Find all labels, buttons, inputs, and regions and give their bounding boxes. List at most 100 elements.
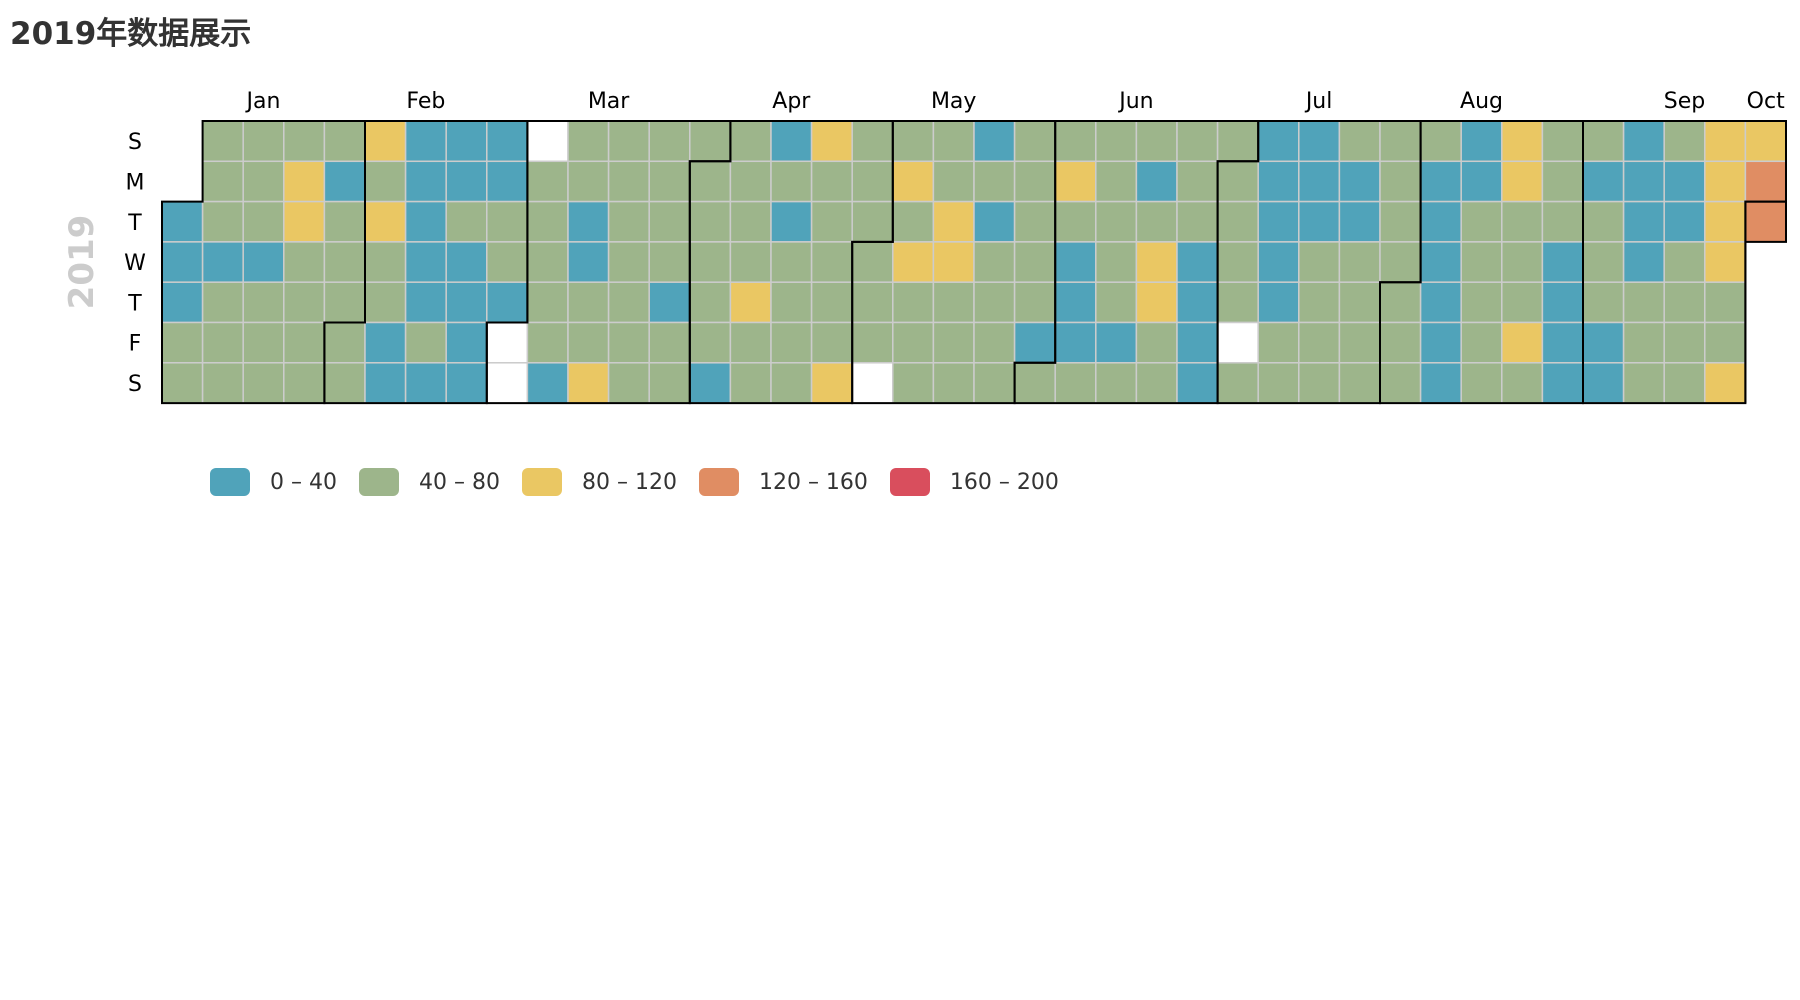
day-cell (1216, 200, 1259, 243)
day-cell (1013, 200, 1056, 243)
day-cell (486, 321, 529, 364)
day-cell (1704, 321, 1747, 364)
legend-item[interactable]: 120 – 160 (698, 468, 868, 496)
day-cell (1013, 241, 1056, 283)
day-cell (1095, 362, 1138, 404)
page-title: 2019年数据展示 (10, 16, 252, 52)
day-cell (1704, 160, 1747, 203)
day-cell (445, 281, 488, 324)
day-cell (445, 120, 488, 163)
day-cell (648, 281, 691, 324)
day-cell (201, 362, 244, 404)
day-of-week-label: S (128, 372, 142, 397)
day-cell (242, 120, 285, 163)
day-cell (932, 321, 975, 364)
day-cell (1379, 200, 1422, 243)
day-cell (973, 200, 1016, 243)
day-cell (607, 362, 650, 404)
legend-item[interactable]: 80 – 120 (521, 468, 677, 496)
day-cell (770, 321, 813, 364)
day-cell (892, 321, 935, 364)
day-cell (932, 241, 975, 283)
day-cell (1176, 362, 1219, 404)
month-label: May (931, 89, 976, 114)
day-cell (1135, 160, 1178, 203)
day-cell (1663, 200, 1706, 243)
day-cell (851, 281, 894, 324)
day-cell (729, 241, 772, 283)
day-cell (1298, 120, 1341, 163)
day-cell (486, 281, 529, 324)
day-cell (1135, 281, 1178, 324)
day-cell (1541, 120, 1584, 163)
day-cell (1379, 321, 1422, 364)
day-cell (729, 120, 772, 163)
day-cell (323, 200, 366, 243)
day-cell (1216, 321, 1259, 364)
day-cell (404, 281, 447, 324)
day-cell (1419, 160, 1462, 203)
day-cell (1338, 241, 1381, 283)
day-cell (1054, 200, 1097, 243)
day-cell (323, 241, 366, 283)
day-cell (851, 321, 894, 364)
day-cell (1460, 200, 1503, 243)
day-cell (1338, 362, 1381, 404)
day-cell (486, 362, 529, 404)
day-cell (729, 362, 772, 404)
day-cell (526, 241, 569, 283)
day-cell (1622, 120, 1665, 163)
day-cell (607, 200, 650, 243)
day-cell (770, 160, 813, 203)
day-cell (567, 160, 610, 203)
day-cell (892, 120, 935, 163)
legend-item[interactable]: 40 – 80 (358, 468, 500, 496)
day-cell (1379, 120, 1422, 163)
day-cell (283, 321, 326, 364)
day-cell (1379, 362, 1422, 404)
day-cell (161, 321, 204, 364)
month-label: Feb (406, 89, 445, 114)
legend-item[interactable]: 160 – 200 (889, 468, 1059, 496)
legend-swatch (521, 468, 562, 496)
day-cell (648, 241, 691, 283)
day-cell (770, 281, 813, 324)
day-cell (607, 120, 650, 163)
day-cell (567, 200, 610, 243)
day-cell (1135, 362, 1178, 404)
day-cell (973, 362, 1016, 404)
day-cell (364, 362, 407, 404)
day-cell (201, 281, 244, 324)
day-cell (1013, 281, 1056, 324)
day-cell (526, 362, 569, 404)
day-cell (892, 160, 935, 203)
day-cell (1135, 241, 1178, 283)
day-cell (648, 120, 691, 163)
day-cell (526, 120, 569, 163)
day-cell (1054, 281, 1097, 324)
day-cell (973, 281, 1016, 324)
day-cell (1054, 241, 1097, 283)
day-cell (689, 120, 732, 163)
day-cell (1622, 241, 1665, 283)
day-cell (648, 160, 691, 203)
day-cell (486, 160, 529, 203)
day-cell (526, 321, 569, 364)
day-cell (364, 241, 407, 283)
day-cell (770, 120, 813, 163)
day-cell (973, 241, 1016, 283)
day-cell (1460, 281, 1503, 324)
day-cell (607, 241, 650, 283)
day-cell (1135, 200, 1178, 243)
day-cell (1257, 120, 1300, 163)
day-cell (1419, 120, 1462, 163)
day-cell (689, 160, 732, 203)
day-cell (1704, 120, 1747, 163)
day-cell (1419, 362, 1462, 404)
legend-item[interactable]: 0 – 40 (210, 468, 337, 496)
day-cell (1622, 362, 1665, 404)
day-cell (1176, 281, 1219, 324)
day-cell (567, 281, 610, 324)
day-cell (283, 160, 326, 203)
day-cell (1541, 241, 1584, 283)
